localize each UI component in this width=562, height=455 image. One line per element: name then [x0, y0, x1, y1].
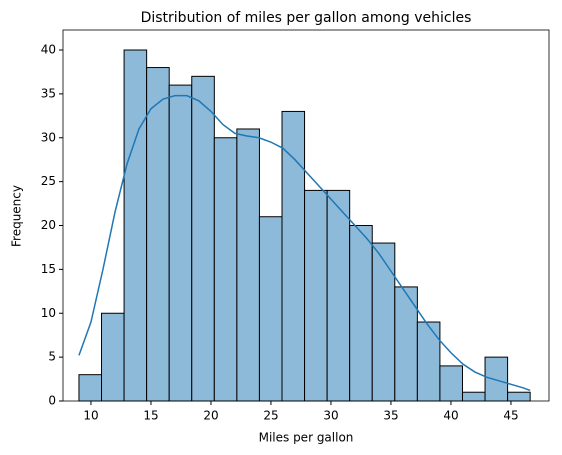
- bar: [507, 391, 531, 402]
- y-tick-label: 25: [41, 174, 56, 188]
- bar: [326, 189, 351, 402]
- bar: [258, 216, 283, 402]
- y-tick-label: 30: [41, 130, 56, 144]
- y-tick-label: 35: [41, 86, 56, 100]
- x-tick-label: 25: [263, 409, 278, 423]
- bar: [439, 365, 463, 402]
- bar: [213, 137, 238, 402]
- bar: [236, 128, 260, 402]
- bar: [168, 84, 193, 402]
- kde-line: [78, 94, 531, 392]
- bar: [461, 391, 486, 402]
- y-tick-label: 10: [41, 306, 56, 320]
- y-axis-label: Frequency: [10, 185, 24, 247]
- y-tick-label: 0: [48, 394, 56, 408]
- bar: [349, 225, 373, 402]
- axes-frame: [62, 29, 550, 402]
- bar: [416, 321, 441, 402]
- bar: [146, 67, 170, 402]
- y-tick-label: 5: [48, 350, 56, 364]
- x-tick-label: 40: [443, 409, 458, 423]
- x-tick-label: 45: [503, 409, 518, 423]
- bar: [371, 242, 396, 402]
- y-tick-label: 40: [41, 43, 56, 57]
- y-tick-label: 20: [41, 218, 56, 232]
- bar: [123, 49, 148, 402]
- chart-title: Distribution of miles per gallon among v…: [141, 10, 472, 26]
- bar: [101, 312, 125, 402]
- bar: [484, 356, 509, 402]
- y-tick-label: 15: [41, 262, 56, 276]
- x-tick-label: 35: [383, 409, 398, 423]
- bar: [78, 374, 103, 402]
- bar: [191, 75, 215, 402]
- x-tick-label: 30: [323, 409, 338, 423]
- x-tick-label: 10: [83, 409, 98, 423]
- bar: [304, 189, 328, 402]
- x-tick-label: 20: [203, 409, 218, 423]
- x-tick-label: 15: [143, 409, 158, 423]
- x-axis-label: Miles per gallon: [259, 431, 354, 445]
- bar: [281, 110, 306, 402]
